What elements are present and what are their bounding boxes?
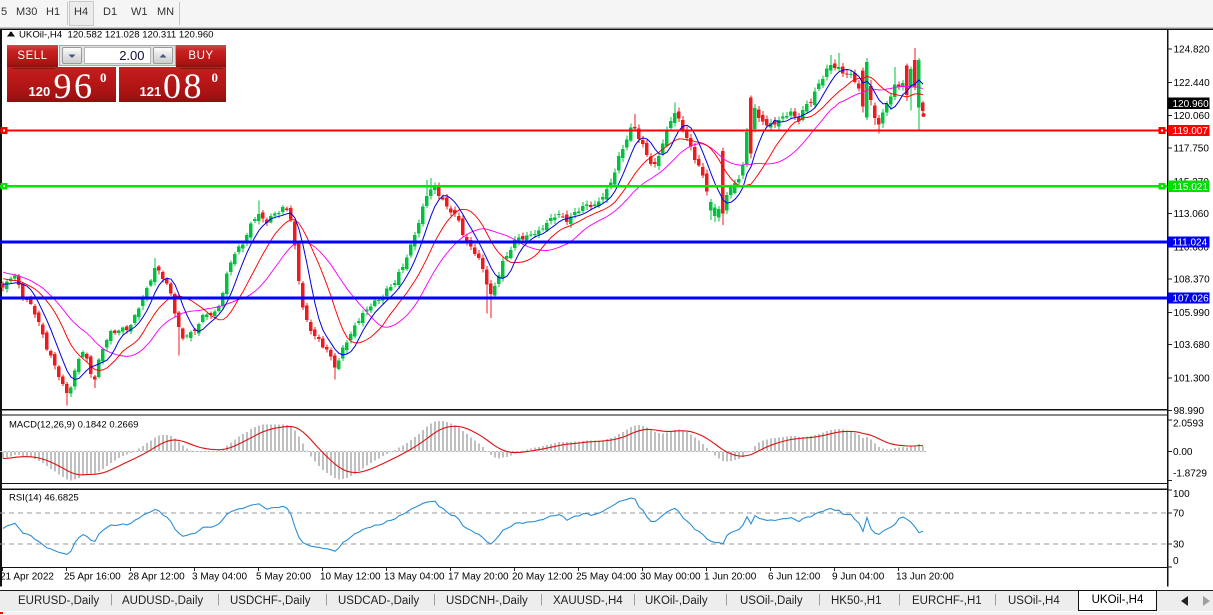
svg-text:120.060: 120.060 xyxy=(1174,111,1211,122)
svg-text:117.750: 117.750 xyxy=(1174,144,1210,155)
svg-text:2.0593: 2.0593 xyxy=(1173,418,1204,429)
svg-text:6 Jun 12:00: 6 Jun 12:00 xyxy=(768,572,821,583)
svg-text:9 Jun 04:00: 9 Jun 04:00 xyxy=(832,572,885,583)
svg-text:101.300: 101.300 xyxy=(1174,374,1211,385)
svg-text:20 May 12:00: 20 May 12:00 xyxy=(512,572,573,583)
svg-text:70: 70 xyxy=(1173,509,1185,520)
svg-text:25 May 04:00: 25 May 04:00 xyxy=(576,572,637,583)
svg-text:105.990: 105.990 xyxy=(1174,308,1211,319)
svg-text:30 May 00:00: 30 May 00:00 xyxy=(640,572,701,583)
svg-text:122.440: 122.440 xyxy=(1174,78,1211,89)
svg-text:0: 0 xyxy=(1173,556,1179,567)
svg-text:115.021: 115.021 xyxy=(1173,182,1209,193)
svg-text:10 May 12:00: 10 May 12:00 xyxy=(320,572,381,583)
svg-text:119.007: 119.007 xyxy=(1173,126,1209,137)
svg-text:13 Jun 20:00: 13 Jun 20:00 xyxy=(896,572,954,583)
svg-text:107.026: 107.026 xyxy=(1173,294,1210,305)
svg-text:21 Apr 2022: 21 Apr 2022 xyxy=(0,572,54,583)
svg-text:17 May 20:00: 17 May 20:00 xyxy=(448,572,509,583)
svg-text:124.820: 124.820 xyxy=(1174,45,1211,56)
svg-text:120.960: 120.960 xyxy=(1173,99,1210,110)
svg-text:110.680: 110.680 xyxy=(1174,242,1210,253)
svg-text:3 May 04:00: 3 May 04:00 xyxy=(192,572,247,583)
svg-text:111.024: 111.024 xyxy=(1173,238,1208,249)
svg-text:13 May 04:00: 13 May 04:00 xyxy=(384,572,445,583)
svg-text:103.680: 103.680 xyxy=(1174,340,1211,351)
svg-text:98.990: 98.990 xyxy=(1174,406,1205,417)
svg-text:1 Jun 20:00: 1 Jun 20:00 xyxy=(704,572,757,583)
svg-text:108.370: 108.370 xyxy=(1174,275,1211,286)
svg-text:25 Apr 16:00: 25 Apr 16:00 xyxy=(64,572,121,583)
svg-text:MACD(12,26,9) 0.1842 0.2669: MACD(12,26,9) 0.1842 0.2669 xyxy=(9,420,138,431)
svg-text:5 May 20:00: 5 May 20:00 xyxy=(256,572,311,583)
svg-text:28 Apr 12:00: 28 Apr 12:00 xyxy=(128,572,185,583)
svg-text:113.060: 113.060 xyxy=(1174,209,1210,220)
svg-text:30: 30 xyxy=(1173,539,1185,550)
svg-text:-1.8729: -1.8729 xyxy=(1173,468,1207,479)
svg-text:0.00: 0.00 xyxy=(1173,447,1193,458)
svg-text:100: 100 xyxy=(1173,489,1190,500)
svg-text:UKOil-,H4 120.582 121.028 120: UKOil-,H4 120.582 121.028 120.311 120.96… xyxy=(19,30,214,41)
svg-text:RSI(14) 46.6825: RSI(14) 46.6825 xyxy=(9,493,79,504)
